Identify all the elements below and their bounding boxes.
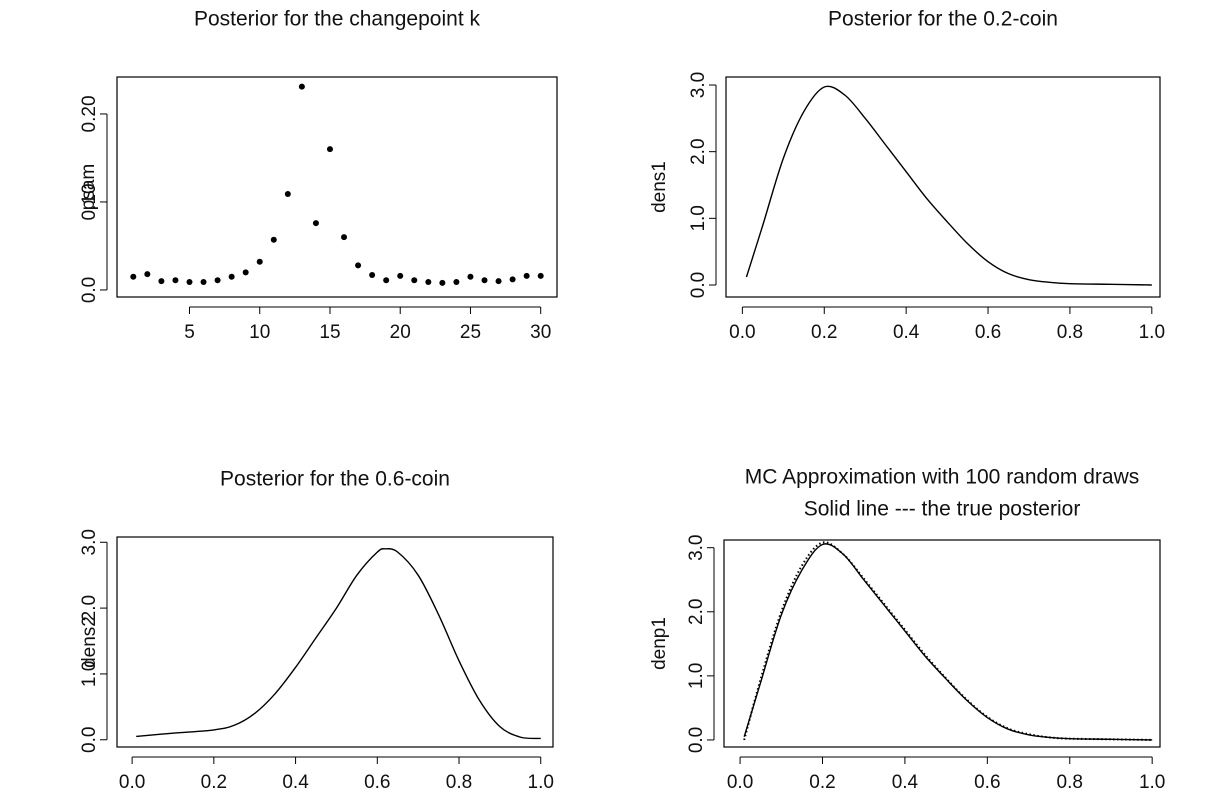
y-axis-label: denp1 (649, 617, 670, 670)
panel: Posterior for the changepoint k 5 10 15 20 25… (78, 8, 558, 343)
x-tick-label: 0.8 (1057, 322, 1083, 343)
y-tick-label: 2.0 (688, 138, 709, 164)
y-axis-label: dens2 (79, 616, 100, 668)
chart-title: Posterior for the 0.2-coin (828, 8, 1058, 31)
x-tick-label: 0.0 (119, 772, 145, 793)
chart-title: MC Approximation with 100 random draws (745, 466, 1140, 489)
curve (136, 548, 541, 740)
point (355, 262, 362, 269)
y-tick-label: 0.0 (686, 727, 707, 753)
x-tick-label: 0.6 (974, 772, 1000, 793)
point (200, 279, 207, 286)
point (369, 272, 376, 278)
x-tick-label: 10 (249, 322, 270, 343)
y-tick-label: 0.0 (79, 277, 100, 303)
curve (743, 541, 1153, 741)
y-tick-label: 0.20 (79, 95, 100, 132)
x-tick-label: 1.0 (1139, 772, 1165, 793)
point (439, 279, 446, 286)
point (425, 279, 432, 286)
x-tick-label: 25 (460, 322, 481, 343)
y-tick-label: 3.0 (686, 534, 707, 560)
point (284, 191, 291, 198)
point (298, 83, 305, 90)
point (481, 277, 488, 284)
panel: Posterior for the 0.2-coin 0.0 0.2 0.4 0.6 0.… (649, 8, 1165, 343)
y-tick-label: 1.0 (686, 663, 707, 689)
point (228, 273, 235, 280)
point (158, 278, 165, 285)
y-tick-label: 0.10 (79, 183, 100, 220)
point (186, 279, 193, 286)
x-tick-label: 15 (319, 322, 340, 343)
y-axis-label: dens1 (649, 161, 670, 213)
point (270, 236, 277, 243)
x-tick-label: 1.0 (1139, 322, 1165, 343)
y-tick-label: 1.0 (79, 661, 100, 687)
y-tick-label: 1.0 (688, 205, 709, 231)
point (256, 258, 263, 265)
point (144, 271, 151, 278)
x-tick-label: 0.0 (727, 772, 753, 793)
panel: MC Approximation with 100 random draws So… (649, 466, 1165, 793)
y-tick-label: 2.0 (686, 599, 707, 625)
y-tick-label: 2.0 (79, 595, 100, 621)
point (172, 277, 179, 284)
point (326, 146, 333, 153)
point (467, 273, 474, 280)
x-tick-label: 0.6 (364, 772, 390, 793)
x-tick-label: 0.4 (893, 322, 920, 343)
y-tick-label: 0.0 (688, 272, 709, 298)
x-tick-label: 5 (184, 322, 195, 343)
point (242, 269, 249, 276)
x-tick-label: 1.0 (528, 772, 554, 793)
x-tick-label: 0.2 (809, 772, 835, 793)
point (509, 276, 516, 283)
chart-subtitle: Solid line --- the true posterior (804, 498, 1081, 521)
y-tick-label: 0.0 (79, 727, 100, 753)
plot-box (116, 76, 558, 298)
point (383, 277, 390, 284)
x-tick-label: 0.8 (446, 772, 472, 793)
point (397, 272, 404, 279)
point (495, 278, 502, 285)
x-tick-label: 0.2 (201, 772, 227, 793)
chart-title: Posterior for the 0.6-coin (220, 468, 450, 491)
point (523, 272, 530, 279)
y-tick-label: 3.0 (688, 72, 709, 98)
x-tick-label: 0.4 (892, 772, 919, 793)
x-tick-label: 0.6 (975, 322, 1001, 343)
y-tick-label: 3.0 (79, 529, 100, 555)
point (214, 277, 221, 284)
point (130, 273, 137, 280)
point (341, 234, 348, 241)
x-tick-label: 30 (530, 322, 551, 343)
point (312, 220, 319, 227)
x-tick-label: 0.8 (1057, 772, 1083, 793)
y-axis-label: psam (78, 164, 99, 210)
plot-box (723, 539, 1161, 748)
point (411, 277, 418, 284)
x-tick-label: 0.2 (811, 322, 837, 343)
x-tick-label: 0.0 (729, 322, 755, 343)
x-tick-label: 20 (390, 322, 411, 343)
point (453, 279, 460, 286)
x-tick-label: 0.4 (282, 772, 309, 793)
plot-box (116, 536, 554, 748)
point (537, 272, 544, 279)
curve (743, 543, 1153, 741)
plot-box (725, 76, 1161, 298)
curve (745, 85, 1152, 286)
chart-title: Posterior for the changepoint k (194, 8, 481, 31)
panel: Posterior for the 0.6-coin 0.0 0.2 0.4 0.6 0.… (79, 468, 554, 793)
